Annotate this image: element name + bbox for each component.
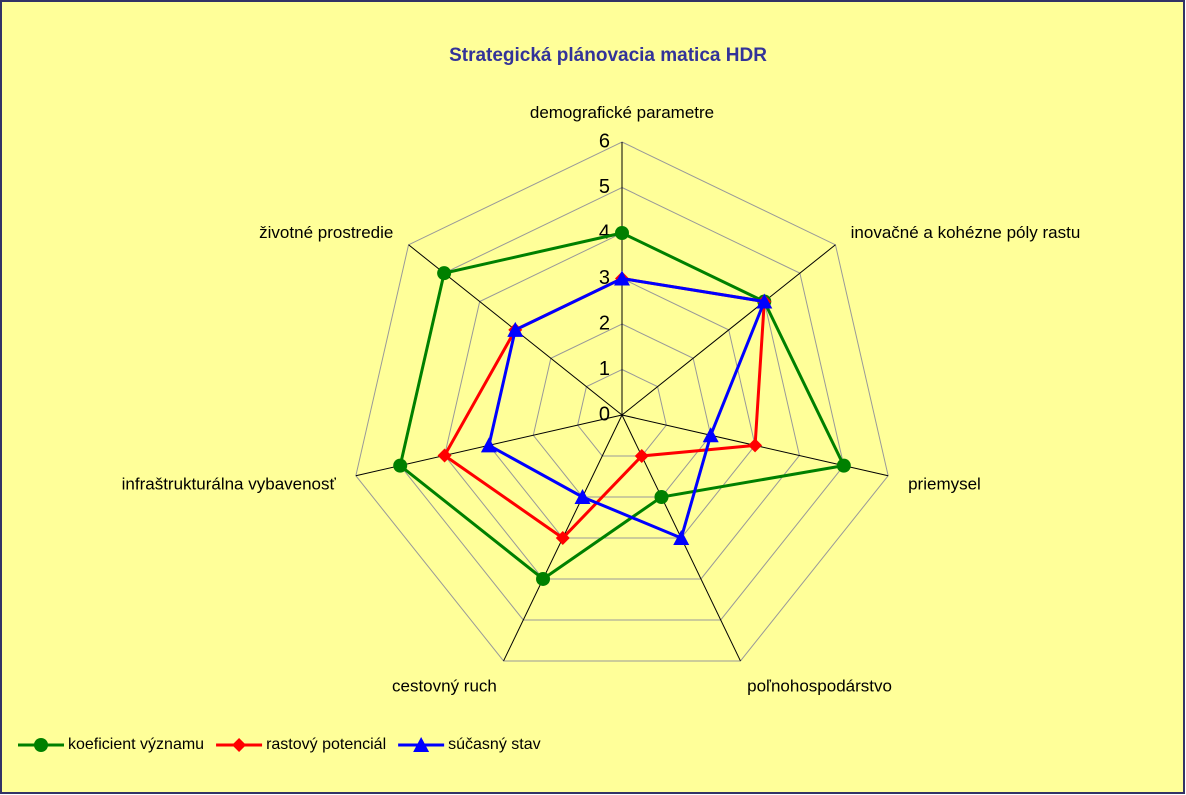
marker xyxy=(756,293,773,309)
tick-label: 5 xyxy=(599,176,610,198)
category-label: infraštrukturálna vybavenosť xyxy=(122,475,337,494)
tick-label: 2 xyxy=(599,312,610,334)
marker xyxy=(536,571,551,586)
marker xyxy=(654,489,669,504)
category-label: inovačné a kohézne póly rastu xyxy=(851,223,1081,242)
legend-label: rastový potenciál xyxy=(266,736,386,753)
marker xyxy=(614,270,630,286)
legend-label: súčasný stav xyxy=(448,736,540,753)
category-label: cestovný ruch xyxy=(392,677,497,696)
chart-title: Strategická plánovacia matica HDR xyxy=(449,45,767,66)
marker xyxy=(702,427,719,443)
marker xyxy=(615,226,629,240)
marker xyxy=(507,321,524,337)
tick-label: 0 xyxy=(599,403,610,425)
series-line xyxy=(442,276,766,540)
marker xyxy=(574,488,591,504)
grid-line xyxy=(444,232,800,580)
tick-label: 4 xyxy=(599,221,610,243)
tick-label: 3 xyxy=(599,267,610,289)
series-line xyxy=(398,231,847,581)
category-label: demografické parametre xyxy=(530,103,714,122)
marker xyxy=(437,266,452,281)
marker xyxy=(748,438,763,453)
legend-marker xyxy=(34,738,48,752)
marker xyxy=(673,529,690,545)
legend-marker xyxy=(413,737,430,752)
tick-label: 1 xyxy=(599,358,610,380)
marker xyxy=(634,448,649,463)
marker xyxy=(393,458,408,473)
category-label: poľnohospodárstvo xyxy=(747,677,892,696)
category-label: životné prostredie xyxy=(259,223,393,242)
legend-marker xyxy=(232,738,247,752)
grid-line xyxy=(355,141,889,662)
marker xyxy=(555,530,570,545)
category-label: priemysel xyxy=(908,475,981,494)
grid-line xyxy=(532,323,712,498)
legend-label: koeficient významu xyxy=(68,736,204,753)
marker xyxy=(437,448,452,463)
tick-label: 6 xyxy=(599,130,610,152)
marker xyxy=(480,437,497,453)
axis-line xyxy=(621,244,836,416)
marker xyxy=(836,458,851,473)
series-line xyxy=(487,276,767,541)
grid-line xyxy=(577,368,667,457)
